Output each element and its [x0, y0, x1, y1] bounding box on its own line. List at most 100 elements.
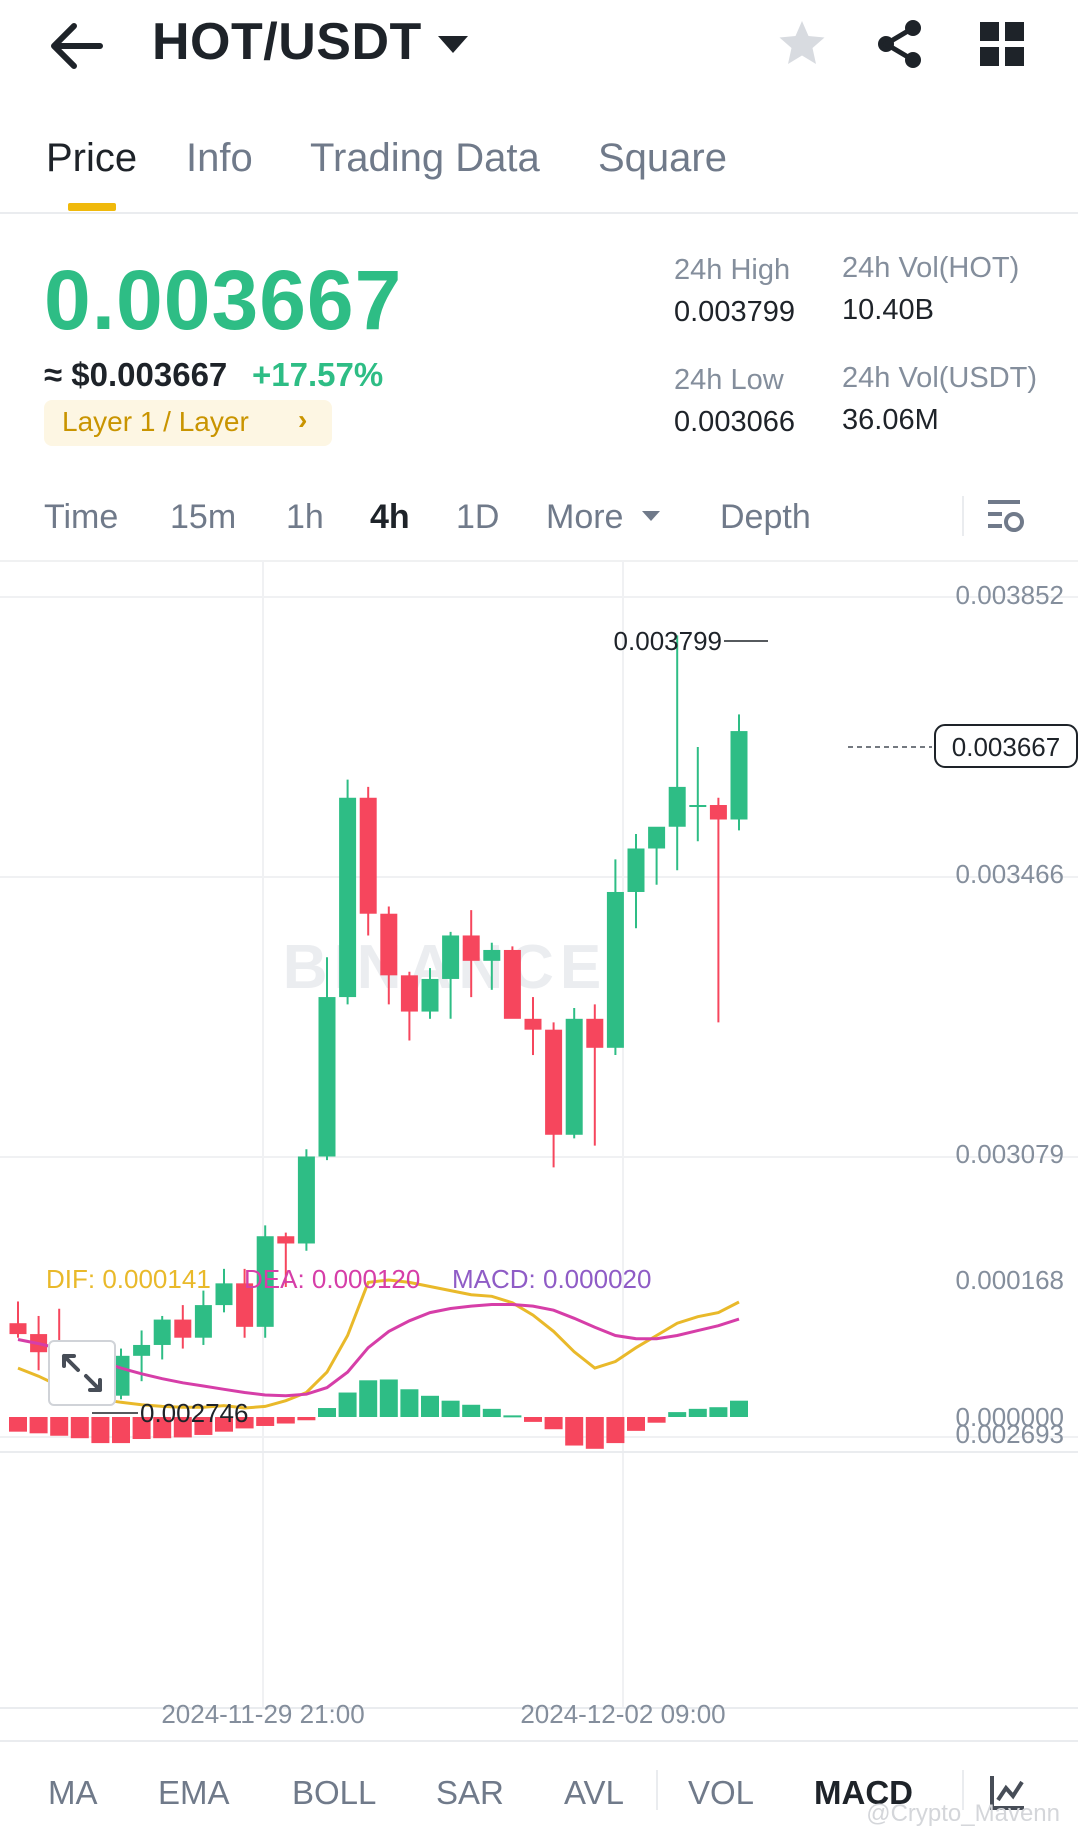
candle-body: [483, 949, 501, 961]
tab-price[interactable]: Price: [46, 136, 138, 180]
indicator-avl[interactable]: AVL: [564, 1774, 624, 1811]
divider: [0, 560, 1078, 562]
candle-body: [400, 975, 418, 1012]
macd-bar: [50, 1417, 69, 1436]
macd-bar: [112, 1417, 130, 1444]
active-tab-indicator: [68, 203, 116, 211]
macd-bar: [421, 1395, 439, 1417]
macd-bar: [91, 1417, 110, 1444]
chart-settings-icon[interactable]: [986, 496, 1026, 536]
macd-bar: [318, 1408, 336, 1417]
candle-body: [318, 997, 336, 1157]
dif-line: [17, 1278, 740, 1410]
candle-body: [442, 935, 460, 979]
candle-body: [689, 805, 707, 808]
interval-1d[interactable]: 1D: [456, 498, 500, 536]
macd-bar: [688, 1408, 707, 1417]
price-tick: 0.003466: [956, 859, 1064, 889]
candle-body: [565, 1018, 583, 1135]
macd-bar: [565, 1417, 584, 1446]
macd-bar: [524, 1417, 542, 1422]
candle-body: [297, 1156, 315, 1244]
interval-1h[interactable]: 1h: [286, 498, 324, 536]
indicator-settings-icon[interactable]: [988, 1772, 1028, 1812]
fullscreen-button[interactable]: [48, 1340, 116, 1406]
candle-body: [606, 891, 624, 1048]
candle-body: [339, 797, 357, 998]
macd-tick: 0.000000: [956, 1402, 1064, 1432]
indicator-ema[interactable]: EMA: [158, 1774, 230, 1811]
price-tick: 0.003079: [956, 1139, 1064, 1169]
divider: [962, 1770, 964, 1810]
price-change-percent: +17.57%: [252, 356, 384, 393]
category-tag[interactable]: [44, 400, 332, 446]
stat-vol-usdt-value: 36.06M: [842, 404, 939, 436]
pair-dropdown-caret-icon[interactable]: [438, 36, 468, 53]
macd-bar: [544, 1417, 563, 1430]
candle-body: [668, 786, 686, 827]
interval-15m[interactable]: 15m: [170, 498, 237, 536]
candle-body: [421, 978, 439, 1012]
candle-body: [359, 797, 377, 914]
macd-bar: [70, 1417, 89, 1439]
candle-body: [174, 1319, 192, 1338]
macd-bar: [256, 1417, 275, 1426]
candle-body: [133, 1344, 151, 1356]
favorite-star-icon[interactable]: [776, 18, 828, 70]
price-tick: 0.002693: [956, 1419, 1064, 1449]
interval-4h[interactable]: 4h: [370, 498, 410, 536]
stat-low-label: 24h Low: [674, 364, 784, 396]
depth-tab[interactable]: Depth: [720, 498, 811, 536]
macd-bar: [647, 1417, 666, 1423]
indicator-sar[interactable]: SAR: [436, 1774, 504, 1811]
candle-body: [545, 1029, 563, 1135]
macd-bar: [338, 1392, 357, 1417]
pair-title[interactable]: HOT/USDT: [152, 13, 422, 71]
candle-body: [236, 1283, 254, 1327]
divider: [962, 496, 964, 536]
macd-bar: [709, 1407, 728, 1417]
macd-bar: [29, 1417, 48, 1434]
macd-bar: [627, 1417, 645, 1431]
stat-vol-hot-value: 10.40B: [842, 294, 934, 326]
more-dropdown-caret-icon: [642, 511, 660, 521]
tab-trading-data[interactable]: Trading Data: [310, 136, 540, 180]
interval-more[interactable]: More: [546, 498, 624, 536]
tab-info[interactable]: Info: [186, 136, 253, 180]
candle-body: [277, 1236, 295, 1244]
candle-body: [194, 1305, 212, 1338]
x-tick: 2024-11-29 21:00: [161, 1699, 364, 1729]
back-arrow-icon[interactable]: [48, 18, 108, 74]
tab-square[interactable]: Square: [598, 136, 727, 180]
share-icon[interactable]: [874, 18, 926, 70]
high-marker-label: 0.003799: [614, 626, 722, 656]
candlestick-chart[interactable]: BINANCE 0.003852 0.003466 0.003079 0.002…: [0, 560, 1078, 1740]
user-watermark: @Crypto_Mavenn: [866, 1800, 1060, 1827]
macd-bar: [276, 1417, 295, 1424]
indicator-macd[interactable]: MACD: [814, 1774, 913, 1811]
top-bar: HOT/USDT: [0, 0, 1078, 100]
indicator-vol[interactable]: VOL: [688, 1774, 755, 1811]
grid-menu-icon[interactable]: [980, 22, 1024, 66]
macd-histogram: [9, 1379, 748, 1449]
macd-bar: [173, 1417, 192, 1438]
interval-time[interactable]: Time: [44, 498, 119, 536]
candle-body: [9, 1323, 27, 1335]
macd-bar: [359, 1380, 378, 1417]
candle-body: [256, 1236, 274, 1327]
indicator-boll[interactable]: BOLL: [292, 1774, 377, 1811]
candle-body: [462, 935, 480, 961]
candle-body: [215, 1283, 233, 1306]
stat-high-label: 24h High: [674, 254, 791, 286]
candle-body: [627, 848, 645, 892]
macd-bar: [400, 1389, 419, 1417]
indicator-ma[interactable]: MA: [48, 1774, 98, 1811]
stat-vol-hot-label: 24h Vol(HOT): [842, 252, 1020, 284]
category-tag-label: Layer 1 / Layer: [62, 406, 249, 437]
macd-bar: [9, 1417, 27, 1432]
macd-bar: [297, 1417, 316, 1421]
macd-tick: 0.000168: [956, 1265, 1064, 1295]
x-tick: 2024-12-02 09:00: [520, 1699, 725, 1729]
binance-watermark: BINANCE: [283, 933, 607, 1002]
stat-high-value: 0.003799: [674, 296, 795, 328]
